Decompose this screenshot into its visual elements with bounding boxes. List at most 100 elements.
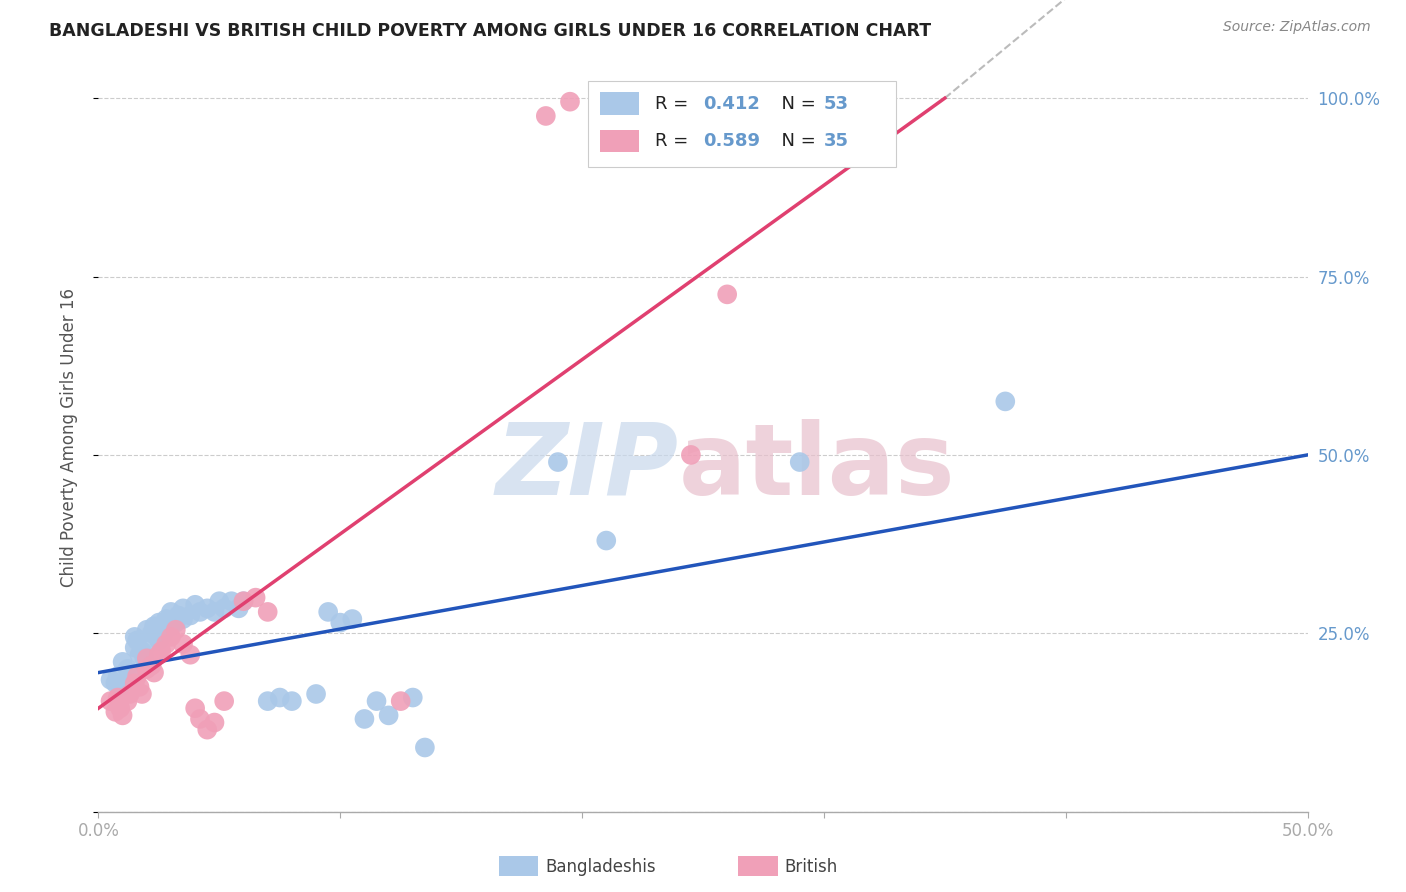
Point: [212, 601, 235, 615]
Point: [107, 669, 129, 683]
Point: [107, 690, 129, 705]
Point: [104, 705, 127, 719]
Point: [172, 637, 194, 651]
Point: [124, 630, 146, 644]
Point: [195, 601, 218, 615]
Point: [221, 594, 243, 608]
Point: [232, 594, 254, 608]
Point: [127, 669, 149, 683]
Point: [366, 694, 388, 708]
Point: [256, 605, 278, 619]
Point: [135, 662, 157, 676]
Point: [316, 605, 339, 619]
Point: [184, 701, 207, 715]
Point: [179, 608, 201, 623]
Text: Source: ZipAtlas.com: Source: ZipAtlas.com: [1223, 20, 1371, 34]
Point: [143, 619, 166, 633]
Point: [135, 651, 157, 665]
Point: [165, 615, 187, 630]
Point: [305, 687, 328, 701]
Point: [134, 651, 156, 665]
Point: [148, 648, 170, 662]
Point: [994, 394, 1017, 409]
Point: [208, 594, 231, 608]
Point: [228, 601, 250, 615]
Point: [558, 95, 581, 109]
Point: [108, 680, 131, 694]
Point: [108, 701, 131, 715]
Text: Bangladeshis: Bangladeshis: [546, 858, 657, 876]
Point: [104, 676, 127, 690]
Point: [188, 605, 211, 619]
Point: [353, 712, 375, 726]
Text: 53: 53: [824, 95, 849, 112]
Point: [204, 605, 226, 619]
Point: [155, 637, 177, 651]
Point: [100, 673, 122, 687]
Point: [135, 637, 157, 651]
Point: [131, 687, 153, 701]
Point: [402, 690, 425, 705]
Point: [148, 633, 170, 648]
Point: [269, 690, 291, 705]
FancyBboxPatch shape: [588, 81, 897, 168]
Point: [179, 648, 201, 662]
Point: [212, 694, 235, 708]
Text: atlas: atlas: [679, 418, 956, 516]
FancyBboxPatch shape: [600, 130, 638, 153]
Text: ZIP: ZIP: [496, 418, 679, 516]
Text: N =: N =: [769, 95, 821, 112]
Point: [118, 665, 141, 680]
Point: [679, 448, 702, 462]
Point: [111, 655, 134, 669]
Point: [128, 680, 150, 694]
Point: [716, 287, 738, 301]
Point: [155, 612, 177, 626]
Point: [342, 612, 364, 626]
Point: [195, 723, 218, 737]
Point: [204, 715, 226, 730]
Text: 0.412: 0.412: [703, 95, 759, 112]
Point: [127, 633, 149, 648]
Point: [595, 533, 617, 548]
Point: [389, 694, 412, 708]
Y-axis label: Child Poverty Among Girls Under 16: Child Poverty Among Girls Under 16: [59, 287, 77, 587]
Point: [141, 626, 163, 640]
Point: [160, 605, 183, 619]
Text: British: British: [785, 858, 838, 876]
Point: [152, 626, 174, 640]
Point: [172, 612, 194, 626]
Text: N =: N =: [769, 132, 821, 150]
Point: [172, 601, 194, 615]
Text: BANGLADESHI VS BRITISH CHILD POVERTY AMONG GIRLS UNDER 16 CORRELATION CHART: BANGLADESHI VS BRITISH CHILD POVERTY AMO…: [49, 22, 931, 40]
Point: [547, 455, 569, 469]
Point: [188, 712, 211, 726]
Point: [141, 658, 163, 673]
FancyBboxPatch shape: [600, 93, 638, 115]
Point: [111, 708, 134, 723]
Point: [117, 694, 139, 708]
Point: [128, 648, 150, 662]
Text: R =: R =: [655, 132, 693, 150]
Text: 35: 35: [824, 132, 849, 150]
Point: [100, 694, 122, 708]
Point: [150, 644, 173, 658]
Point: [165, 623, 187, 637]
Point: [160, 619, 183, 633]
Point: [124, 676, 146, 690]
Point: [124, 640, 146, 655]
Point: [148, 615, 170, 630]
Point: [184, 598, 207, 612]
Point: [232, 594, 254, 608]
Text: R =: R =: [655, 95, 693, 112]
Point: [167, 608, 190, 623]
Point: [413, 740, 436, 755]
Point: [789, 455, 811, 469]
Point: [245, 591, 267, 605]
Point: [329, 615, 352, 630]
Point: [256, 694, 278, 708]
Point: [135, 623, 157, 637]
Point: [117, 662, 139, 676]
Point: [534, 109, 557, 123]
Point: [160, 630, 183, 644]
